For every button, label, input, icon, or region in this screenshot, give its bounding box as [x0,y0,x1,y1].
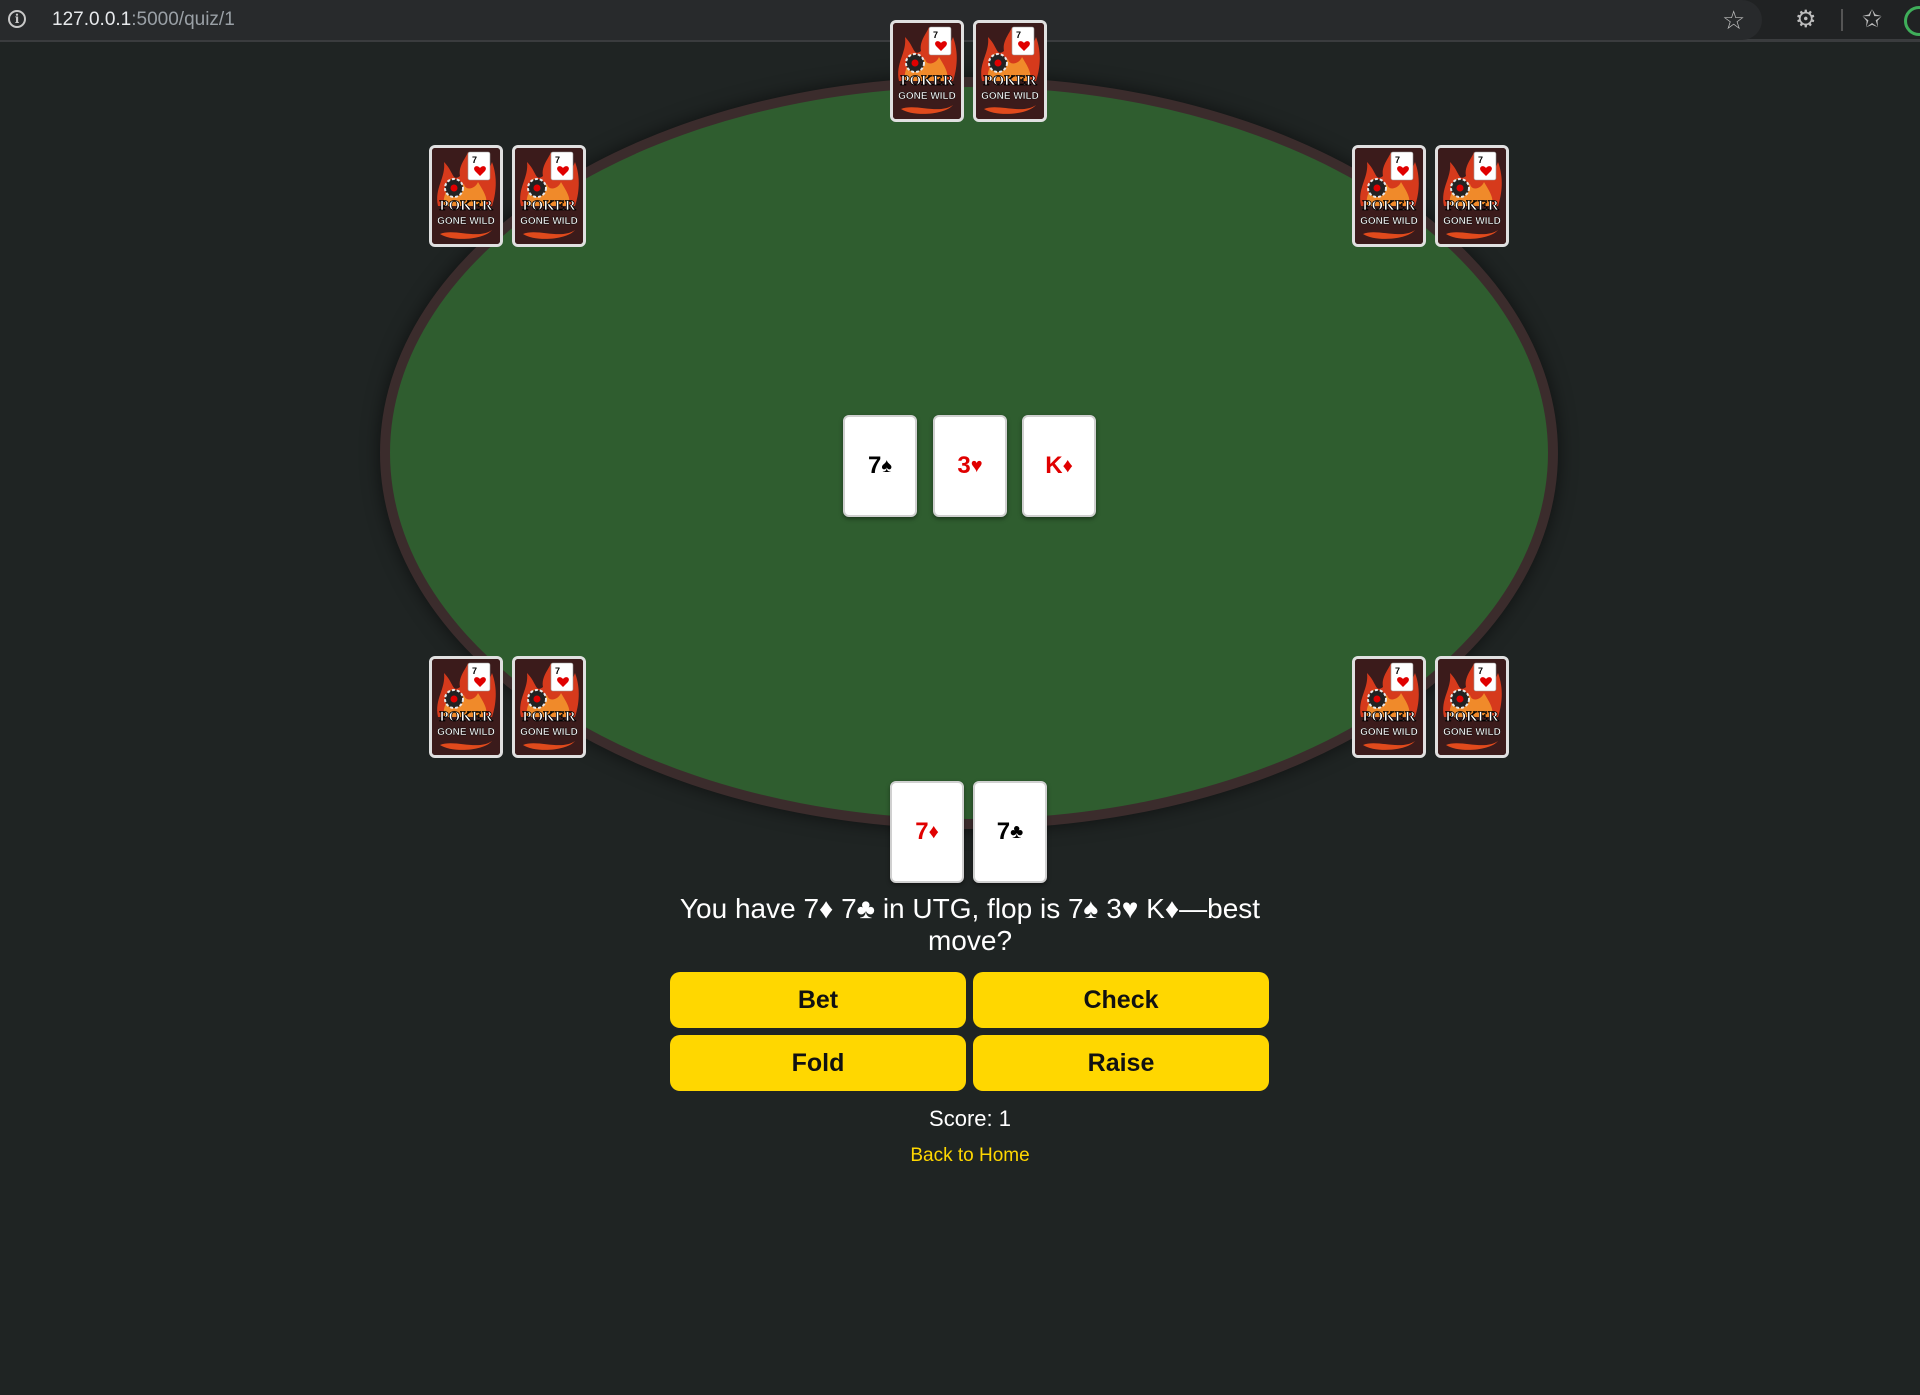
svg-text:7: 7 [933,30,938,40]
svg-text:GONE WILD: GONE WILD [520,727,578,738]
extensions-icon[interactable]: ⚙ [1795,6,1817,33]
svg-text:POKER: POKER [900,73,954,89]
svg-text:POKER: POKER [1445,198,1499,214]
card-back: 7 POKER GONE WILD [1352,656,1426,758]
card-back: 7 POKER GONE WILD [512,656,586,758]
url-host: 127.0.0.1 [52,9,132,30]
toolbar-divider [1841,9,1843,31]
check-button[interactable]: Check [973,972,1269,1028]
card-suit: ♥ [970,454,983,477]
svg-text:7: 7 [1395,666,1400,676]
svg-text:GONE WILD: GONE WILD [1443,727,1501,738]
svg-text:POKER: POKER [439,709,493,725]
svg-text:7: 7 [555,155,560,165]
raise-button[interactable]: Raise [973,1035,1269,1091]
card-suit: ♦ [1062,454,1073,477]
address-bar[interactable]: i 127.0.0.1:5000/quiz/1 ☆ [0,0,1762,40]
svg-text:7: 7 [1395,155,1400,165]
card-rank: 3 [957,452,971,479]
card-suit: ♦ [928,820,939,843]
svg-text:GONE WILD: GONE WILD [437,216,495,227]
svg-text:7: 7 [555,666,560,676]
svg-text:POKER: POKER [522,709,576,725]
hero-card-1: 7 ♦ [890,781,964,883]
flop-card-1: 7 ♠ [843,415,917,517]
bet-button[interactable]: Bet [670,972,966,1028]
svg-text:7: 7 [472,155,477,165]
svg-text:POKER: POKER [1445,709,1499,725]
svg-text:GONE WILD: GONE WILD [981,91,1039,102]
svg-text:7: 7 [1016,30,1021,40]
svg-text:GONE WILD: GONE WILD [1443,216,1501,227]
svg-text:GONE WILD: GONE WILD [898,91,956,102]
hero-card-2: 7 ♣ [973,781,1047,883]
back-to-home-link[interactable]: Back to Home [910,1145,1030,1166]
card-back: 7 POKER GONE WILD [512,145,586,247]
browser-toolbar: i 127.0.0.1:5000/quiz/1 ☆ ⚙ ✩ [0,0,1920,42]
svg-text:POKER: POKER [439,198,493,214]
svg-text:GONE WILD: GONE WILD [1360,727,1418,738]
site-info-icon[interactable]: i [8,10,26,28]
card-back: 7 POKER GONE WILD [973,20,1047,122]
quiz-question: You have 7♦ 7♣ in UTG, flop is 7♠ 3♥ K♦—… [679,893,1261,956]
url-path: :5000/quiz/1 [131,9,235,30]
svg-text:7: 7 [472,666,477,676]
flop-card-3: K ♦ [1022,415,1096,517]
card-back: 7 POKER GONE WILD [1435,656,1509,758]
svg-text:POKER: POKER [1362,709,1416,725]
svg-text:7: 7 [1478,155,1483,165]
card-suit: ♣ [1010,820,1024,843]
card-back: 7 POKER GONE WILD [890,20,964,122]
svg-text:GONE WILD: GONE WILD [437,727,495,738]
flop-card-2: 3 ♥ [933,415,1007,517]
card-back: 7 POKER GONE WILD [1352,145,1426,247]
score-text: Score: 1 [929,1106,1011,1131]
card-rank: K [1045,452,1063,479]
card-back: 7 POKER GONE WILD [429,656,503,758]
svg-text:GONE WILD: GONE WILD [520,216,578,227]
card-rank: 7 [915,818,929,845]
card-suit: ♠ [881,454,892,477]
url-text[interactable]: 127.0.0.1:5000/quiz/1 [52,9,235,31]
svg-text:POKER: POKER [1362,198,1416,214]
svg-text:POKER: POKER [522,198,576,214]
svg-text:POKER: POKER [983,73,1037,89]
svg-text:7: 7 [1478,666,1483,676]
card-rank: 7 [868,452,882,479]
card-rank: 7 [996,818,1011,845]
fold-button[interactable]: Fold [670,1035,966,1091]
favorites-icon[interactable]: ✩ [1862,6,1883,33]
card-back: 7 POKER GONE WILD [429,145,503,247]
profile-avatar-icon[interactable] [1904,6,1920,36]
svg-text:GONE WILD: GONE WILD [1360,216,1418,227]
card-back: 7 POKER GONE WILD [1435,145,1509,247]
bookmark-star-icon[interactable]: ☆ [1722,5,1746,35]
